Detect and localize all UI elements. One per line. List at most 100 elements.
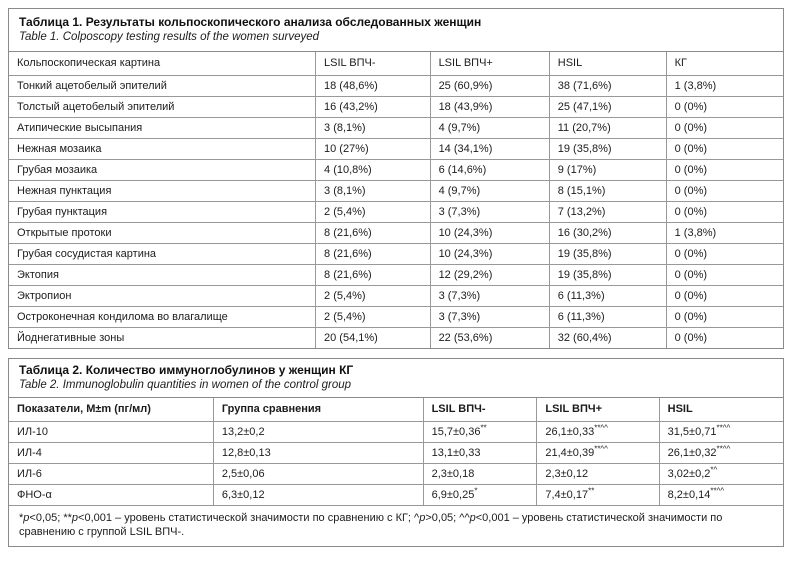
data-cell: 38 (71,6%) xyxy=(548,74,667,97)
data-cell: 19 (35,8%) xyxy=(548,137,667,160)
table2-footnote: *p<0,05; **p<0,001 – уровень статистичес… xyxy=(9,505,783,546)
data-cell: 7 (13,2%) xyxy=(548,200,667,223)
data-cell: 16 (30,2%) xyxy=(548,221,667,244)
data-cell: 0 (0%) xyxy=(665,305,783,328)
row-label: ИЛ-10 xyxy=(9,420,214,443)
table1-caption: Таблица 1. Результаты кольпоскопического… xyxy=(9,9,783,52)
column-header: HSIL xyxy=(548,52,667,76)
row-label: Остроконечная кондилома во влагалище xyxy=(9,305,317,328)
row-label: ИЛ-4 xyxy=(9,441,214,464)
table1-body: Тонкий ацетобелый эпителий 18 (48,6%) 25 (… xyxy=(9,74,783,348)
data-cell: 3 (8,1%) xyxy=(315,116,431,139)
data-cell: 20 (54,1%) xyxy=(315,326,431,348)
data-cell: 6,9±0,25* xyxy=(422,483,538,505)
data-cell: 12 (29,2%) xyxy=(429,263,550,286)
table-row: ИЛ-10 13,2±0,2 15,7±0,36** 26,1±0,33**^^ 31,… xyxy=(9,420,783,443)
row-label: ИЛ-6 xyxy=(9,462,214,485)
data-cell: 21,4±0,39**^^ xyxy=(536,441,660,464)
row-label: Грубая мозаика xyxy=(9,158,317,181)
table-row: ФНО-α 6,3±0,12 6,9±0,25* 7,4±0,17** 8,2±0,14… xyxy=(9,483,783,505)
data-cell: 2 (5,4%) xyxy=(315,284,431,307)
colposcopy-table: Кольпоскопическая картина LSIL ВПЧ- LSIL В… xyxy=(9,52,783,348)
data-cell: 0 (0%) xyxy=(665,158,783,181)
table-row: Нежная мозаика 10 (27%) 14 (34,1%) 19 (35,8… xyxy=(9,137,783,160)
table-row: ИЛ-6 2,5±0,06 2,3±0,18 2,3±0,12 3,02±0,2*^ xyxy=(9,462,783,485)
column-header: Группа сравнения xyxy=(212,398,424,422)
data-cell: 22 (53,6%) xyxy=(429,326,550,348)
data-cell: 11 (20,7%) xyxy=(548,116,667,139)
row-label: Грубая сосудистая картина xyxy=(9,242,317,265)
data-cell: 0 (0%) xyxy=(665,116,783,139)
immunoglobulin-table: Показатели, M±m (пг/мл) Группа сравнения L… xyxy=(9,398,783,505)
data-cell: 1 (3,8%) xyxy=(665,74,783,97)
table1-title-en: Table 1. Colposcopy testing results of t… xyxy=(19,31,320,43)
data-cell: 10 (24,3%) xyxy=(429,242,550,265)
data-cell: 0 (0%) xyxy=(665,326,783,348)
column-header: Показатели, M±m (пг/мл) xyxy=(9,398,214,422)
table-row: Тонкий ацетобелый эпителий 18 (48,6%) 25 (… xyxy=(9,74,783,97)
data-cell: 13,2±0,2 xyxy=(212,420,424,443)
column-header: Кольпоскопическая картина xyxy=(9,52,317,76)
data-cell: 0 (0%) xyxy=(665,242,783,265)
data-cell: 6 (14,6%) xyxy=(429,158,550,181)
data-cell: 12,8±0,13 xyxy=(212,441,424,464)
data-cell: 1 (3,8%) xyxy=(665,221,783,244)
data-cell: 25 (47,1%) xyxy=(548,95,667,118)
row-label: Нежная мозаика xyxy=(9,137,317,160)
data-cell: 2,3±0,12 xyxy=(536,462,660,485)
data-cell: 2 (5,4%) xyxy=(315,200,431,223)
data-cell: 3 (7,3%) xyxy=(429,200,550,223)
data-cell: 3 (7,3%) xyxy=(429,305,550,328)
row-label: Эктопия xyxy=(9,263,317,286)
data-cell: 6,3±0,12 xyxy=(212,483,424,505)
table2-box: Таблица 2. Количество иммуноглобулинов у… xyxy=(8,358,784,547)
table2-title-ru: Таблица 2. Количество иммуноглобулинов у… xyxy=(19,363,354,377)
data-cell: 8 (21,6%) xyxy=(315,242,431,265)
data-cell: 0 (0%) xyxy=(665,95,783,118)
data-cell: 2,5±0,06 xyxy=(212,462,424,485)
row-label: Атипические высыпания xyxy=(9,116,317,139)
data-cell: 31,5±0,71**^^ xyxy=(658,420,783,443)
row-label: ФНО-α xyxy=(9,483,214,505)
data-cell: 32 (60,4%) xyxy=(548,326,667,348)
table-row: ИЛ-4 12,8±0,13 13,1±0,33 21,4±0,39**^^ 26,1±… xyxy=(9,441,783,464)
data-cell: 14 (34,1%) xyxy=(429,137,550,160)
data-cell: 0 (0%) xyxy=(665,200,783,223)
data-cell: 9 (17%) xyxy=(548,158,667,181)
table-row: Эктопия 8 (21,6%) 12 (29,2%) 19 (35,8%) 0 (0… xyxy=(9,263,783,286)
data-cell: 8 (21,6%) xyxy=(315,221,431,244)
data-cell: 19 (35,8%) xyxy=(548,242,667,265)
data-cell: 8 (15,1%) xyxy=(548,179,667,202)
table-row: Грубая сосудистая картина 8 (21,6%) 10 (24… xyxy=(9,242,783,265)
column-header: LSIL ВПЧ- xyxy=(315,52,431,76)
data-cell: 2,3±0,18 xyxy=(422,462,538,485)
data-cell: 0 (0%) xyxy=(665,179,783,202)
table2-caption: Таблица 2. Количество иммуноглобулинов у… xyxy=(9,359,783,398)
column-header: LSIL ВПЧ- xyxy=(422,398,538,422)
table1-header-row: Кольпоскопическая картина LSIL ВПЧ- LSIL В… xyxy=(9,52,783,76)
row-label: Толстый ацетобелый эпителий xyxy=(9,95,317,118)
table-row: Толстый ацетобелый эпителий 16 (43,2%) 18 … xyxy=(9,95,783,118)
data-cell: 26,1±0,33**^^ xyxy=(536,420,660,443)
data-cell: 16 (43,2%) xyxy=(315,95,431,118)
data-cell: 0 (0%) xyxy=(665,263,783,286)
table-row: Грубая пунктация 2 (5,4%) 3 (7,3%) 7 (13,2%… xyxy=(9,200,783,223)
row-label: Йоднегативные зоны xyxy=(9,326,317,348)
table-row: Йоднегативные зоны 20 (54,1%) 22 (53,6%) 32… xyxy=(9,326,783,348)
data-cell: 8 (21,6%) xyxy=(315,263,431,286)
table2-header-row: Показатели, M±m (пг/мл) Группа сравнения L… xyxy=(9,398,783,422)
data-cell: 10 (27%) xyxy=(315,137,431,160)
data-cell: 13,1±0,33 xyxy=(422,441,538,464)
row-label: Эктропион xyxy=(9,284,317,307)
table2-title-en: Table 2. Immunoglobulin quantities in wo… xyxy=(19,379,352,391)
table2-body: ИЛ-10 13,2±0,2 15,7±0,36** 26,1±0,33**^^ 31,… xyxy=(9,420,783,505)
data-cell: 2 (5,4%) xyxy=(315,305,431,328)
column-header: HSIL xyxy=(658,398,783,422)
row-label: Тонкий ацетобелый эпителий xyxy=(9,74,317,97)
data-cell: 18 (43,9%) xyxy=(429,95,550,118)
data-cell: 3 (8,1%) xyxy=(315,179,431,202)
data-cell: 10 (24,3%) xyxy=(429,221,550,244)
table-row: Открытые протоки 8 (21,6%) 10 (24,3%) 16 (3… xyxy=(9,221,783,244)
table-row: Эктропион 2 (5,4%) 3 (7,3%) 6 (11,3%) 0 (0%) xyxy=(9,284,783,307)
